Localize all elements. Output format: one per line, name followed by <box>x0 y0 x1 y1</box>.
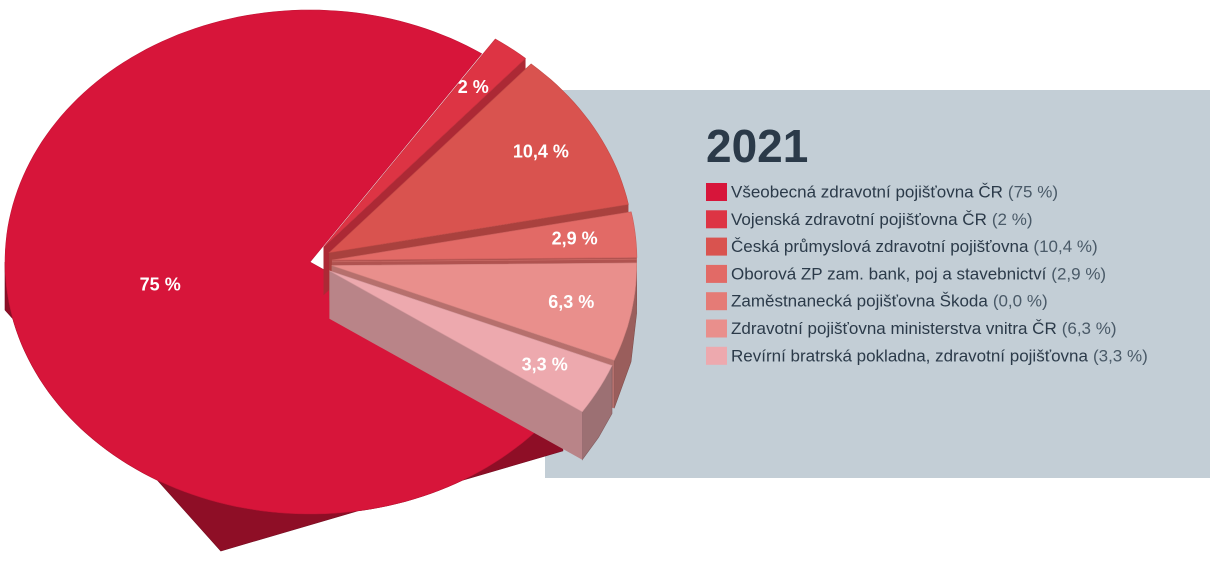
legend-label: Revírní bratrská pokladna, zdravotní poj… <box>731 346 1088 365</box>
value-label: 2 % <box>458 77 489 97</box>
slice <box>328 63 629 254</box>
legend-label: Zdravotní pojišťovna ministerstva vnitra… <box>731 319 1057 338</box>
legend-swatch <box>706 346 727 365</box>
legend-label: Oborová ZP zam. bank, poj a stavebnictví <box>731 264 1047 283</box>
slice <box>4 9 564 515</box>
legend-swatch <box>706 264 727 283</box>
slice-edge <box>329 270 583 460</box>
legend-swatch <box>706 183 727 201</box>
chart-title: 2021 <box>706 120 808 172</box>
legend-value: (0,0 %) <box>993 292 1048 311</box>
legend-value: (2,9 %) <box>1051 264 1106 283</box>
legend-value: (2 %) <box>992 210 1033 229</box>
legend-swatch <box>706 210 727 229</box>
value-label: 6,3 % <box>548 292 594 312</box>
legend-label: Všeobecná zdravotní pojišťovna ČR <box>731 182 1003 201</box>
legend-panel <box>545 90 1210 478</box>
slice <box>329 270 613 413</box>
legend-swatch <box>706 319 727 338</box>
legend-swatch <box>706 292 727 311</box>
legend-value: (3,3 %) <box>1093 346 1148 365</box>
legend-value: (10,4 %) <box>1033 237 1097 256</box>
slice <box>331 211 638 261</box>
slice <box>323 38 526 248</box>
value-label: 3,3 % <box>522 354 568 374</box>
legend-value: (75 %) <box>1008 182 1058 201</box>
legend-value: (6,3 %) <box>1062 319 1117 338</box>
value-label: 2,9 % <box>552 228 598 248</box>
legend-label: Vojenská zdravotní pojišťovna ČR <box>731 210 987 229</box>
value-label: 10,4 % <box>513 141 569 161</box>
legend-swatch <box>706 237 727 256</box>
slice <box>331 262 637 361</box>
slice <box>331 258 638 263</box>
value-label: 75 % <box>140 275 181 295</box>
legend-label: Zaměstnanecká pojišťovna Škoda <box>731 292 988 311</box>
legend-label: Česká průmyslová zdravotní pojišťovna <box>731 237 1029 256</box>
